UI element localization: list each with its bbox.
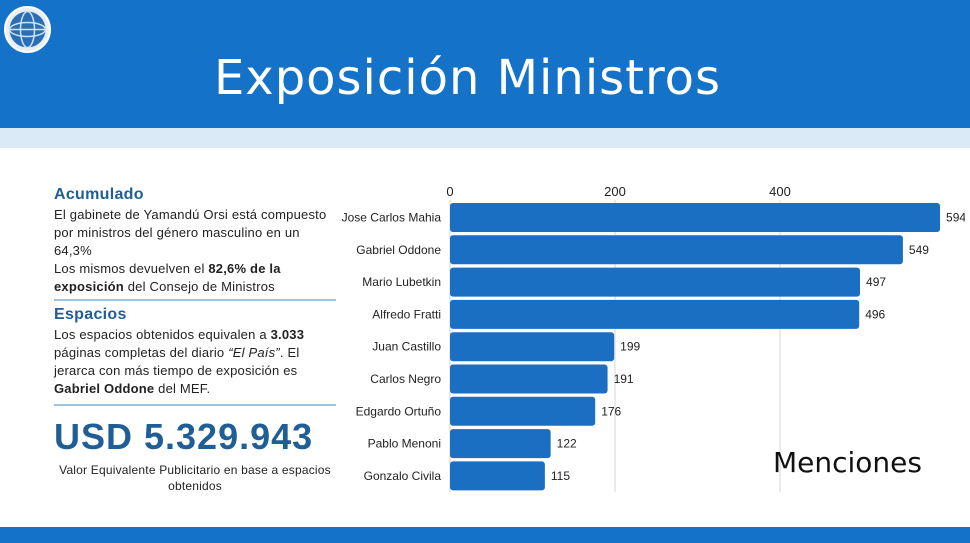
bar — [450, 364, 608, 394]
data-label: 549 — [909, 243, 929, 257]
bar — [450, 461, 545, 491]
acumulado-text-2c: del Consejo de Ministros — [123, 279, 275, 294]
espacios-pages: 3.033 — [270, 327, 305, 342]
bar — [450, 267, 861, 297]
data-label: 122 — [557, 437, 577, 451]
data-label: 191 — [614, 372, 634, 386]
x-tick-label: 0 — [446, 184, 453, 199]
bar — [450, 396, 596, 426]
logo — [4, 6, 51, 53]
data-label: 496 — [865, 307, 885, 321]
divider — [54, 404, 336, 406]
category-label: Edgardo Ortuño — [356, 404, 442, 418]
espacios-text: Los espacios obtenidos equivalen a 3.033… — [54, 326, 336, 398]
data-label: 115 — [551, 469, 570, 483]
bar-chart: 0 200 400 Jose Carlos Mahia 594 Gabriel Oddon… — [342, 184, 965, 492]
acumulado-text-1: El gabinete de Yamandú Orsi está compues… — [54, 207, 327, 258]
category-label: Pablo Menoni — [368, 437, 441, 451]
espacios-text-2: páginas completas del diario — [54, 345, 229, 360]
category-label: Carlos Negro — [370, 372, 441, 386]
data-label: 594 — [946, 211, 965, 225]
data-label: 497 — [866, 275, 886, 289]
espacios-heading: Espacios — [54, 306, 127, 323]
acumulado-heading: Acumulado — [54, 186, 144, 203]
x-tick-label: 400 — [769, 184, 791, 199]
espacios-text-4: del MEF. — [154, 381, 211, 396]
category-label: Mario Lubetkin — [362, 275, 441, 289]
acumulado-percentage: 82,6% de la exposición — [54, 261, 281, 294]
bar — [450, 203, 941, 232]
data-label: 176 — [601, 404, 621, 418]
x-axis-label: Menciones — [773, 446, 922, 479]
bar — [450, 332, 615, 362]
espacios-paper: “El País” — [228, 345, 280, 360]
usd-note: Valor Equivalente Publicitario en base a… — [59, 463, 331, 493]
espacios-text-1: Los espacios obtenidos equivalen a — [54, 327, 271, 342]
footer-band — [0, 527, 970, 543]
page-title: Exposición Ministros — [213, 50, 722, 106]
category-label: Gonzalo Civila — [364, 469, 442, 483]
bar — [450, 235, 903, 265]
category-label: Alfredo Fratti — [372, 307, 441, 321]
espacios-text-3: . El jerarca con más tiempo de exposició… — [54, 345, 300, 378]
header-strip — [0, 128, 970, 148]
category-label: Jose Carlos Mahia — [342, 211, 442, 225]
summary-panel: Acumulado El gabinete de Yamandú Orsi es… — [54, 186, 336, 494]
category-label: Juan Castillo — [372, 340, 441, 354]
category-label: Gabriel Oddone — [356, 243, 441, 257]
globe-icon — [8, 10, 47, 49]
bar — [450, 429, 551, 459]
header-band — [0, 0, 970, 128]
data-label: 199 — [620, 340, 640, 354]
divider — [54, 299, 336, 301]
acumulado-text-2a: Los mismos devuelven el — [54, 261, 209, 276]
bar — [450, 299, 860, 329]
acumulado-text: El gabinete de Yamandú Orsi está compues… — [54, 206, 336, 296]
espacios-top-minister: Gabriel Oddone — [54, 381, 155, 396]
usd-value: USD 5.329.943 — [54, 416, 314, 457]
x-tick-label: 200 — [604, 184, 626, 199]
